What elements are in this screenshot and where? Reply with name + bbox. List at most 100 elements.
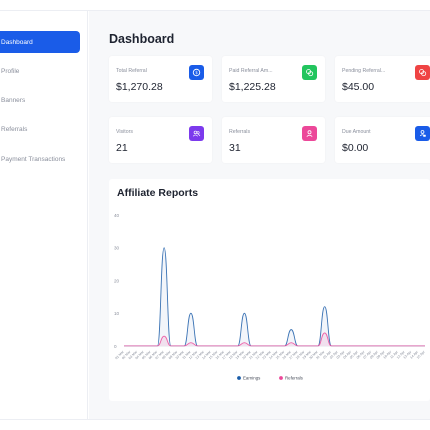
x-tick-label: 23 Mar [262, 349, 273, 360]
x-tick-label: 10 Apr [382, 349, 392, 359]
x-tick-label: 28 Mar [295, 349, 306, 360]
stat-label: Total Referral [116, 68, 147, 74]
x-tick-label: 08 Mar [161, 349, 172, 360]
x-tick-label: 27 Mar [288, 349, 299, 360]
stat-card-pending-referral: Pending Referral... $45.00 [335, 56, 430, 102]
sidebar-item-dashboard[interactable]: Dashboard [0, 31, 80, 53]
x-tick-label: 31 Mar [315, 349, 326, 360]
series-line-referrals [124, 332, 425, 347]
x-tick-label: 05 Apr [349, 349, 359, 359]
sidebar-item-payment-transactions[interactable]: Payment Transactions [0, 148, 80, 170]
legend-label: Earnings [243, 376, 261, 381]
top-divider [0, 10, 430, 11]
y-tick-label: 10 [114, 311, 120, 316]
x-tick-label: 12 Apr [396, 349, 406, 359]
stat-value: 31 [229, 142, 241, 154]
x-tick-label: 13 Mar [195, 349, 206, 360]
sidebar: Dashboard Profile Banners Referrals Paym… [0, 11, 88, 419]
sidebar-item-label: Referrals [1, 125, 28, 133]
x-tick-label: 06 Apr [356, 349, 366, 359]
due-icon [415, 126, 430, 141]
dollar-icon: $ [189, 65, 204, 80]
stat-label: Visitors [116, 129, 133, 135]
y-tick-label: 30 [114, 246, 120, 251]
users-icon [189, 126, 204, 141]
affiliate-reports-panel: Affiliate Reports 40 30 20 10 0 01 Mar 02 Mar 0… [109, 179, 430, 401]
x-tick-label: 12 Mar [188, 349, 199, 360]
paid-icon [302, 65, 317, 80]
report-title: Affiliate Reports [117, 187, 199, 199]
x-tick-label: 01 Apr [322, 349, 332, 359]
x-tick-label: 21 Mar [248, 349, 259, 360]
stat-value: $45.00 [342, 81, 375, 93]
legend-marker-referrals [279, 376, 283, 380]
stat-label: Referrals [229, 129, 251, 135]
svg-text:$: $ [195, 70, 198, 75]
stat-label: Paid Referral Am... [229, 68, 273, 74]
x-tick-label: 17 Mar [221, 349, 232, 360]
x-tick-label: 02 Mar [121, 349, 132, 360]
stat-card-referrals: Referrals 31 [222, 117, 325, 163]
x-tick-label: 03 Apr [336, 349, 346, 359]
x-tick-label: 15 Apr [416, 349, 426, 359]
sidebar-item-banners[interactable]: Banners [0, 89, 80, 111]
bottom-divider [0, 419, 430, 420]
x-tick-label: 22 Mar [255, 349, 266, 360]
x-tick-label: 30 Mar [308, 349, 319, 360]
y-tick-label: 20 [114, 278, 120, 283]
x-tick-label: 24 Mar [268, 349, 279, 360]
x-tick-label: 11 Apr [389, 349, 399, 359]
x-tick-label: 13 Apr [403, 349, 413, 359]
legend-marker-earnings [237, 376, 241, 380]
x-tick-label: 03 Mar [128, 349, 139, 360]
pending-icon [415, 65, 430, 80]
x-tick-label: 07 Apr [362, 349, 372, 359]
y-tick-label: 40 [114, 213, 120, 218]
x-tick-label: 25 Mar [275, 349, 286, 360]
x-tick-label: 29 Mar [302, 349, 313, 360]
stat-card-due-amount: Due Amount $0.00 [335, 117, 430, 163]
x-tick-label: 08 Apr [369, 349, 379, 359]
sidebar-item-label: Dashboard [1, 38, 33, 46]
x-tick-label: 01 Mar [114, 349, 125, 360]
stat-card-paid-referral: Paid Referral Am... $1,225.28 [222, 56, 325, 102]
main-content: Dashboard Total Referral $1,270.28 $ Pai… [89, 11, 430, 419]
x-tick-label: 04 Mar [134, 349, 145, 360]
series-line-earnings [124, 247, 425, 347]
stat-value: $1,225.28 [229, 81, 276, 93]
x-tick-label: 04 Apr [342, 349, 352, 359]
x-tick-label: 14 Mar [201, 349, 212, 360]
stat-card-total-referral: Total Referral $1,270.28 $ [109, 56, 212, 102]
y-tick-label: 0 [114, 344, 117, 349]
x-tick-label: 10 Mar [175, 349, 186, 360]
sidebar-item-label: Profile [1, 67, 20, 75]
x-tick-label: 14 Apr [409, 349, 419, 359]
sidebar-item-label: Payment Transactions [1, 155, 66, 163]
stat-value: $0.00 [342, 142, 369, 154]
x-tick-label: 19 Mar [235, 349, 246, 360]
x-tick-label: 09 Apr [376, 349, 386, 359]
x-tick-label: 15 Mar [208, 349, 219, 360]
x-tick-label: 18 Mar [228, 349, 239, 360]
x-tick-label: 09 Mar [168, 349, 179, 360]
x-tick-label: 16 Mar [215, 349, 226, 360]
x-tick-label: 26 Mar [282, 349, 293, 360]
stat-label: Due Amount [342, 129, 371, 135]
sidebar-item-profile[interactable]: Profile [0, 60, 80, 82]
x-tick-label: 11 Mar [181, 349, 192, 360]
legend-label: Referrals [285, 376, 304, 381]
stat-value: $1,270.28 [116, 81, 163, 93]
x-tick-label: 02 Apr [329, 349, 339, 359]
stat-label: Pending Referral... [342, 68, 386, 74]
x-tick-label: 20 Mar [241, 349, 252, 360]
x-tick-label: 05 Mar [141, 349, 152, 360]
stat-value: 21 [116, 142, 128, 154]
stat-card-visitors: Visitors 21 [109, 117, 212, 163]
sidebar-item-referrals[interactable]: Referrals [0, 118, 80, 140]
sidebar-item-label: Banners [1, 96, 26, 104]
x-tick-label: 06 Mar [148, 349, 159, 360]
page-title: Dashboard [109, 32, 175, 46]
user-icon [302, 126, 317, 141]
x-tick-label: 07 Mar [155, 349, 166, 360]
